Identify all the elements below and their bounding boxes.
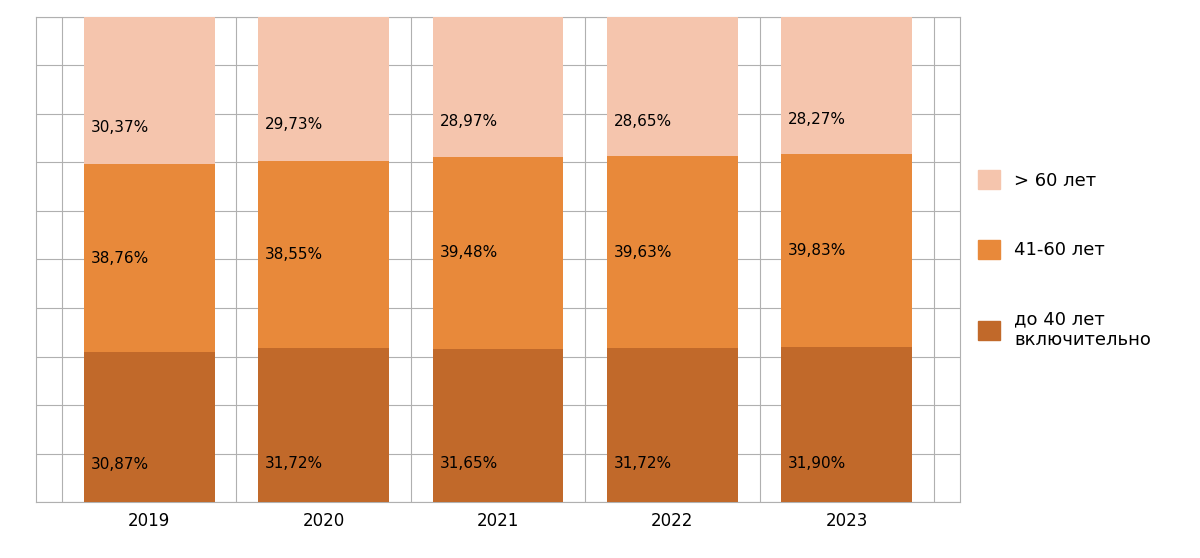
Text: 28,65%: 28,65% <box>614 114 672 128</box>
Text: 31,65%: 31,65% <box>439 456 498 472</box>
Bar <box>84 17 215 164</box>
Text: 38,76%: 38,76% <box>91 251 149 266</box>
Legend: > 60 лет, 41-60 лет, до 40 лет
включительно: > 60 лет, 41-60 лет, до 40 лет включител… <box>978 170 1151 349</box>
Text: 28,27%: 28,27% <box>788 112 846 127</box>
Bar <box>781 17 912 154</box>
Bar <box>433 16 563 157</box>
Text: 38,55%: 38,55% <box>265 247 323 262</box>
Bar <box>781 154 912 347</box>
Bar <box>258 348 389 502</box>
Bar <box>84 164 215 352</box>
Bar <box>258 161 389 348</box>
Text: 28,97%: 28,97% <box>439 114 498 129</box>
Text: 30,87%: 30,87% <box>91 457 149 472</box>
Text: 30,37%: 30,37% <box>91 120 149 135</box>
Bar <box>258 17 389 161</box>
Text: 31,72%: 31,72% <box>265 456 323 471</box>
Text: 39,48%: 39,48% <box>439 245 498 260</box>
Text: 31,72%: 31,72% <box>614 456 672 471</box>
Bar <box>84 352 215 502</box>
Text: 29,73%: 29,73% <box>265 118 324 132</box>
Text: 39,63%: 39,63% <box>614 244 672 259</box>
Bar <box>433 349 563 502</box>
Bar <box>781 347 912 502</box>
Bar <box>433 157 563 349</box>
Text: 39,83%: 39,83% <box>788 243 847 258</box>
Bar <box>607 348 738 502</box>
Bar <box>607 156 738 348</box>
Text: 31,90%: 31,90% <box>788 456 846 471</box>
Bar <box>607 17 738 156</box>
